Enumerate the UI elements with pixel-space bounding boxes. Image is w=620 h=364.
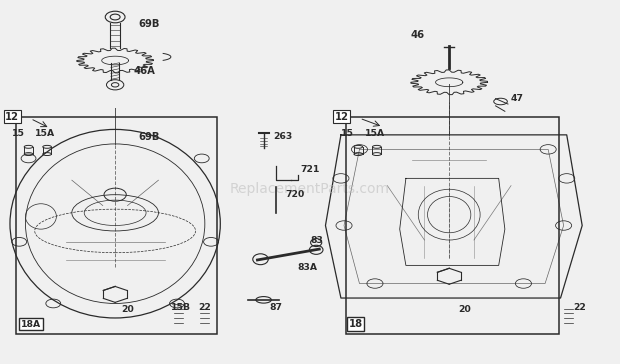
Text: 20: 20 <box>458 305 471 314</box>
Text: 87: 87 <box>270 302 283 312</box>
Text: ReplacementParts.com: ReplacementParts.com <box>230 182 390 196</box>
Text: 12: 12 <box>334 112 348 122</box>
Text: 15: 15 <box>12 130 25 138</box>
Text: 22: 22 <box>573 302 586 312</box>
Text: 721: 721 <box>301 165 320 174</box>
Text: 720: 720 <box>285 190 304 199</box>
Text: 15B: 15B <box>171 302 191 312</box>
Text: 12: 12 <box>5 112 19 122</box>
Text: 47: 47 <box>511 94 524 103</box>
Text: 15: 15 <box>340 130 353 138</box>
Text: 22: 22 <box>198 302 211 312</box>
Text: 83: 83 <box>310 236 323 245</box>
Bar <box>16 117 217 334</box>
Text: 69B: 69B <box>138 132 159 142</box>
Text: 69B: 69B <box>138 19 159 29</box>
Text: 20: 20 <box>122 305 134 314</box>
Text: 263: 263 <box>273 132 292 141</box>
Text: 18: 18 <box>348 319 363 329</box>
Text: 46A: 46A <box>134 66 156 76</box>
Text: 83A: 83A <box>298 263 317 272</box>
Text: 15A: 15A <box>365 130 385 138</box>
Text: 15A: 15A <box>35 130 55 138</box>
Text: 18A: 18A <box>21 320 42 329</box>
Text: 46: 46 <box>410 30 425 40</box>
Bar <box>346 117 559 334</box>
